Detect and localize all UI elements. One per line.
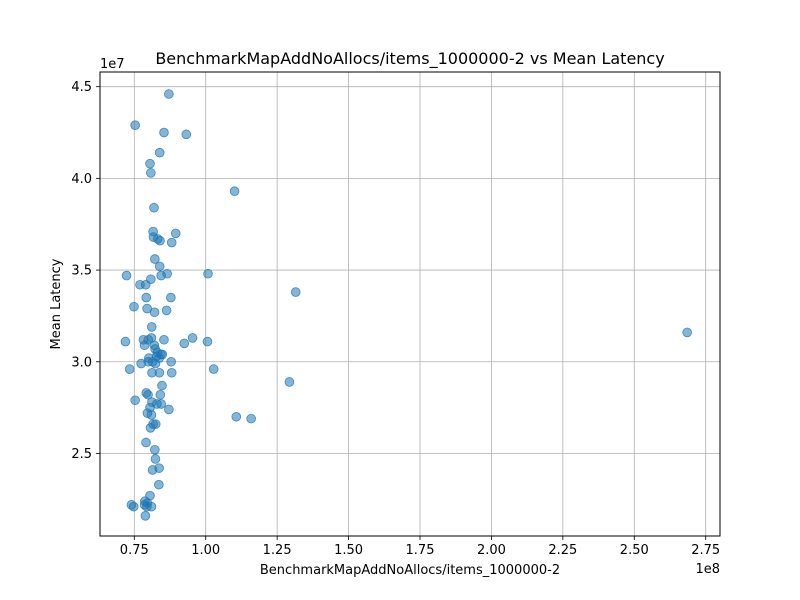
scatter-point xyxy=(159,127,169,138)
scatter-point xyxy=(128,501,139,512)
scatter-point xyxy=(166,292,176,303)
scatter-point xyxy=(146,322,157,332)
scatter-point xyxy=(187,333,198,343)
plot-frame xyxy=(99,71,721,537)
scatter-point xyxy=(146,410,157,420)
scatter-point xyxy=(156,399,166,409)
x-tick-label: 1.75 xyxy=(406,543,435,558)
scatter-point xyxy=(140,511,151,521)
scatter-point xyxy=(154,261,165,272)
scatter-point xyxy=(154,147,165,158)
scatter-point xyxy=(140,279,151,290)
scatter-point xyxy=(124,364,135,374)
x-tick-label: 2.50 xyxy=(620,543,649,558)
scatter-point xyxy=(181,129,192,140)
x-tick-label: 2.25 xyxy=(548,543,577,558)
scatter-point xyxy=(120,336,131,347)
scatter-point xyxy=(164,404,174,415)
scatter-point xyxy=(143,389,153,400)
scatter-point xyxy=(130,120,140,130)
scatter-point xyxy=(121,270,132,281)
x-tick-label: 1.00 xyxy=(191,543,220,558)
scatter-point xyxy=(150,358,161,369)
scatter-point xyxy=(229,186,240,197)
scatter-point xyxy=(284,377,295,387)
scatter-point xyxy=(146,501,157,512)
scatter-point xyxy=(203,268,213,279)
y-tick-label: 3.5 xyxy=(71,264,92,279)
scatter-point xyxy=(155,389,166,400)
y-axis-ticks: 2.5 3.0 3.5 4.0 4.5 xyxy=(71,80,100,462)
scatter-point xyxy=(141,292,152,303)
scatter-point xyxy=(147,465,158,475)
scatter-point xyxy=(159,334,169,345)
scatter-point xyxy=(149,307,160,318)
scatter-point xyxy=(150,445,160,455)
scatter-point xyxy=(145,422,156,433)
scatter-point xyxy=(208,364,219,374)
x-tick-label: 0.75 xyxy=(120,543,149,558)
scatter-point xyxy=(682,327,692,338)
scatter-point xyxy=(130,395,140,406)
scatter-point xyxy=(146,168,156,178)
scatter-point xyxy=(231,411,242,422)
scatter-point xyxy=(156,270,166,281)
scatter-point xyxy=(202,336,213,347)
scatter-point xyxy=(150,254,160,264)
x-tick-label: 1.50 xyxy=(334,543,363,558)
scatter-point xyxy=(145,158,155,169)
x-axis-ticks: 0.75 1.00 1.25 1.50 1.75 2.00 2.25 2.50 2.75 xyxy=(120,536,720,558)
scatter-point xyxy=(129,301,139,312)
scatter-point xyxy=(166,237,177,248)
grid-lines xyxy=(100,72,720,536)
scatter-point xyxy=(157,380,167,391)
y-axis-offset-label: 1e7 xyxy=(100,57,125,72)
scatter-point xyxy=(139,340,150,351)
y-tick-label: 4.0 xyxy=(71,172,92,187)
x-axis-offset-label: 1e8 xyxy=(695,562,720,577)
y-tick-label: 2.5 xyxy=(71,447,92,462)
scatter-point xyxy=(170,228,181,239)
data-points xyxy=(120,89,692,521)
scatter-point xyxy=(161,305,172,316)
scatter-point xyxy=(179,338,190,349)
y-tick-label: 4.5 xyxy=(71,80,92,95)
scatter-point xyxy=(164,89,174,99)
scatter-point xyxy=(154,479,164,490)
scatter-point xyxy=(141,437,151,448)
chart-title: BenchmarkMapAddNoAllocs/items_1000000-2 … xyxy=(155,49,664,69)
scatter-point xyxy=(290,287,301,297)
y-axis-label: Mean Latency xyxy=(49,258,64,349)
x-tick-label: 1.25 xyxy=(263,543,292,558)
scatter-point xyxy=(150,454,161,464)
x-tick-label: 2.00 xyxy=(477,543,506,558)
y-tick-label: 3.0 xyxy=(71,355,92,370)
x-axis-label: BenchmarkMapAddNoAllocs/items_1000000-2 xyxy=(260,563,560,578)
scatter-point xyxy=(246,413,256,424)
scatter-point xyxy=(166,356,176,367)
scatter-point xyxy=(149,202,159,213)
scatter-point xyxy=(166,367,177,378)
scatter-point xyxy=(155,235,165,246)
scatter-point xyxy=(154,367,165,378)
x-tick-label: 2.75 xyxy=(691,543,720,558)
